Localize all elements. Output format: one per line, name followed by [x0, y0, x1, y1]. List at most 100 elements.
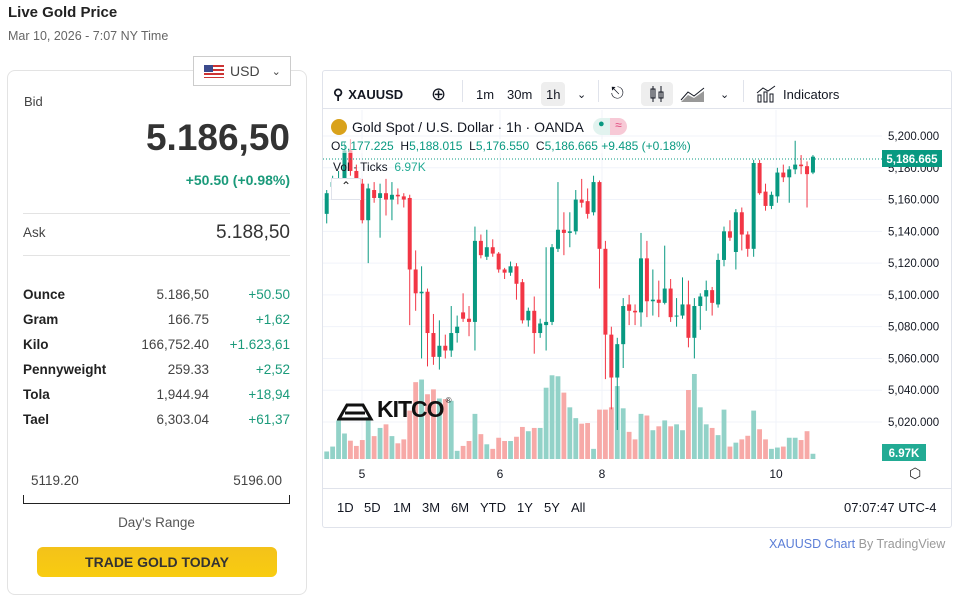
candle-body [603, 248, 608, 335]
interval-30m[interactable]: 30m [507, 86, 533, 102]
tradingview-link[interactable]: XAUUSD Chart [769, 537, 856, 551]
volume-bar [348, 440, 353, 459]
ohlc-readout: O5,177.225 H5,188.015 L5,176.550 C5,186.… [331, 139, 691, 153]
volume-bar [798, 440, 804, 459]
candle-body [419, 291, 424, 294]
candle-body [407, 197, 412, 270]
candle-body [644, 258, 649, 302]
candle-body [496, 253, 501, 270]
candle-body [733, 212, 738, 252]
range-all[interactable]: All [571, 500, 586, 515]
candle-body [769, 194, 774, 206]
volume-bar [638, 413, 644, 459]
chevron-down-icon: ⌄ [271, 65, 281, 78]
legend-title: Gold Spot / U.S. Dollar · 1h · OANDA [352, 118, 584, 135]
interval-dropdown-chevron-icon[interactable]: ⌄ [577, 88, 587, 101]
ask-label: Ask [23, 225, 46, 240]
candle-body [484, 247, 489, 257]
compare-plus-icon[interactable]: ⊕ [431, 83, 447, 104]
range-1m[interactable]: 1M [393, 500, 412, 515]
volume-bar [626, 431, 632, 459]
chart-type-chevron-icon[interactable]: ⌄ [720, 88, 730, 101]
candle-body [805, 166, 810, 175]
volume-bar [573, 418, 579, 459]
volume-bar [419, 379, 424, 459]
volume-bar [395, 443, 401, 459]
volume-bar [727, 446, 733, 459]
candle-body [526, 310, 531, 321]
range-5d[interactable]: 5D [364, 500, 381, 515]
candle-body [502, 269, 507, 273]
volume-bar [525, 431, 531, 459]
range-5y[interactable]: 5Y [544, 500, 560, 515]
volume-bar [691, 373, 697, 459]
volume-bar [715, 435, 721, 459]
change-value: +9.485 (+0.18%) [601, 139, 691, 153]
candle-body [366, 188, 371, 221]
volume-bar [739, 439, 745, 459]
open-value: 5,177.225 [340, 139, 394, 153]
volume-bar [721, 409, 727, 459]
date-tick: 6 [497, 467, 504, 481]
volume-bar [324, 451, 330, 459]
candle-body [372, 190, 377, 198]
price-tick: 5,160.000 [888, 195, 939, 207]
candle-body [520, 282, 525, 321]
candle-body [627, 304, 632, 311]
divider [23, 213, 290, 214]
chart-widget [322, 70, 952, 528]
candles-icon[interactable] [641, 82, 673, 106]
area-chart-icon[interactable] [680, 82, 706, 106]
settings-icon[interactable]: ⬡ [909, 465, 922, 481]
candle-body [621, 306, 626, 345]
interval-1m[interactable]: 1m [476, 86, 495, 102]
symbol-search[interactable]: ⚲ XAUUSD [333, 82, 403, 106]
volume-bar [514, 436, 519, 459]
candle-body [413, 269, 418, 294]
price-card [7, 70, 307, 595]
volume-bar [650, 430, 656, 459]
candle-body [739, 212, 744, 235]
interval-1h[interactable]: 1h [541, 82, 566, 106]
volume-bar [585, 423, 591, 459]
range-3m[interactable]: 3M [422, 500, 441, 515]
unit-row-pennyweight: Pennyweight 259.33 +2,52 [23, 362, 290, 377]
volume-bar [745, 435, 751, 459]
candle-body [763, 191, 768, 206]
candle-body [662, 288, 667, 303]
unit-price: 166.75 [167, 312, 209, 327]
range-ytd[interactable]: YTD [480, 500, 506, 515]
candle-body [490, 247, 495, 254]
indicators-button[interactable]: Indicators [756, 82, 839, 106]
unit-row-ounce: Ounce 5.186,50 +50.50 [23, 287, 290, 302]
unit-name: Gram [23, 312, 59, 327]
unit-name: Tael [23, 412, 50, 427]
volume-bar [774, 447, 780, 459]
collapse-legend-chevron-up-icon[interactable]: ⌃ [331, 178, 361, 200]
trade-gold-button[interactable]: TRADE GOLD TODAY [37, 547, 277, 577]
volume-bar [383, 424, 389, 459]
bar-chart-icon[interactable]: ⎋ [611, 85, 624, 102]
unit-name: Kilo [23, 337, 49, 352]
volume-bar [431, 389, 436, 459]
volume-bar [425, 394, 430, 459]
volume-bar [644, 415, 650, 459]
candle-body [722, 231, 727, 260]
volume-bar [519, 426, 525, 459]
volume-bar [531, 427, 537, 459]
unit-row-tael: Tael 6,303.04 +61,37 [23, 412, 290, 427]
unit-change: +2,52 [255, 362, 290, 377]
volume-bar [561, 392, 567, 459]
volume-bar [342, 433, 347, 459]
unit-name: Pennyweight [23, 362, 107, 377]
range-6m[interactable]: 6M [451, 500, 470, 515]
currency-select[interactable]: USD ⌄ [193, 56, 291, 86]
close-value: 5,186.665 [544, 139, 598, 153]
date-tick: 10 [769, 467, 783, 481]
unit-row-kilo: Kilo 166,752.40 +1.623,61 [23, 337, 290, 352]
range-1d[interactable]: 1D [337, 500, 354, 515]
range-1y[interactable]: 1Y [517, 500, 533, 515]
volume-bar [371, 436, 377, 459]
price-tick: 5,140.000 [888, 226, 939, 238]
